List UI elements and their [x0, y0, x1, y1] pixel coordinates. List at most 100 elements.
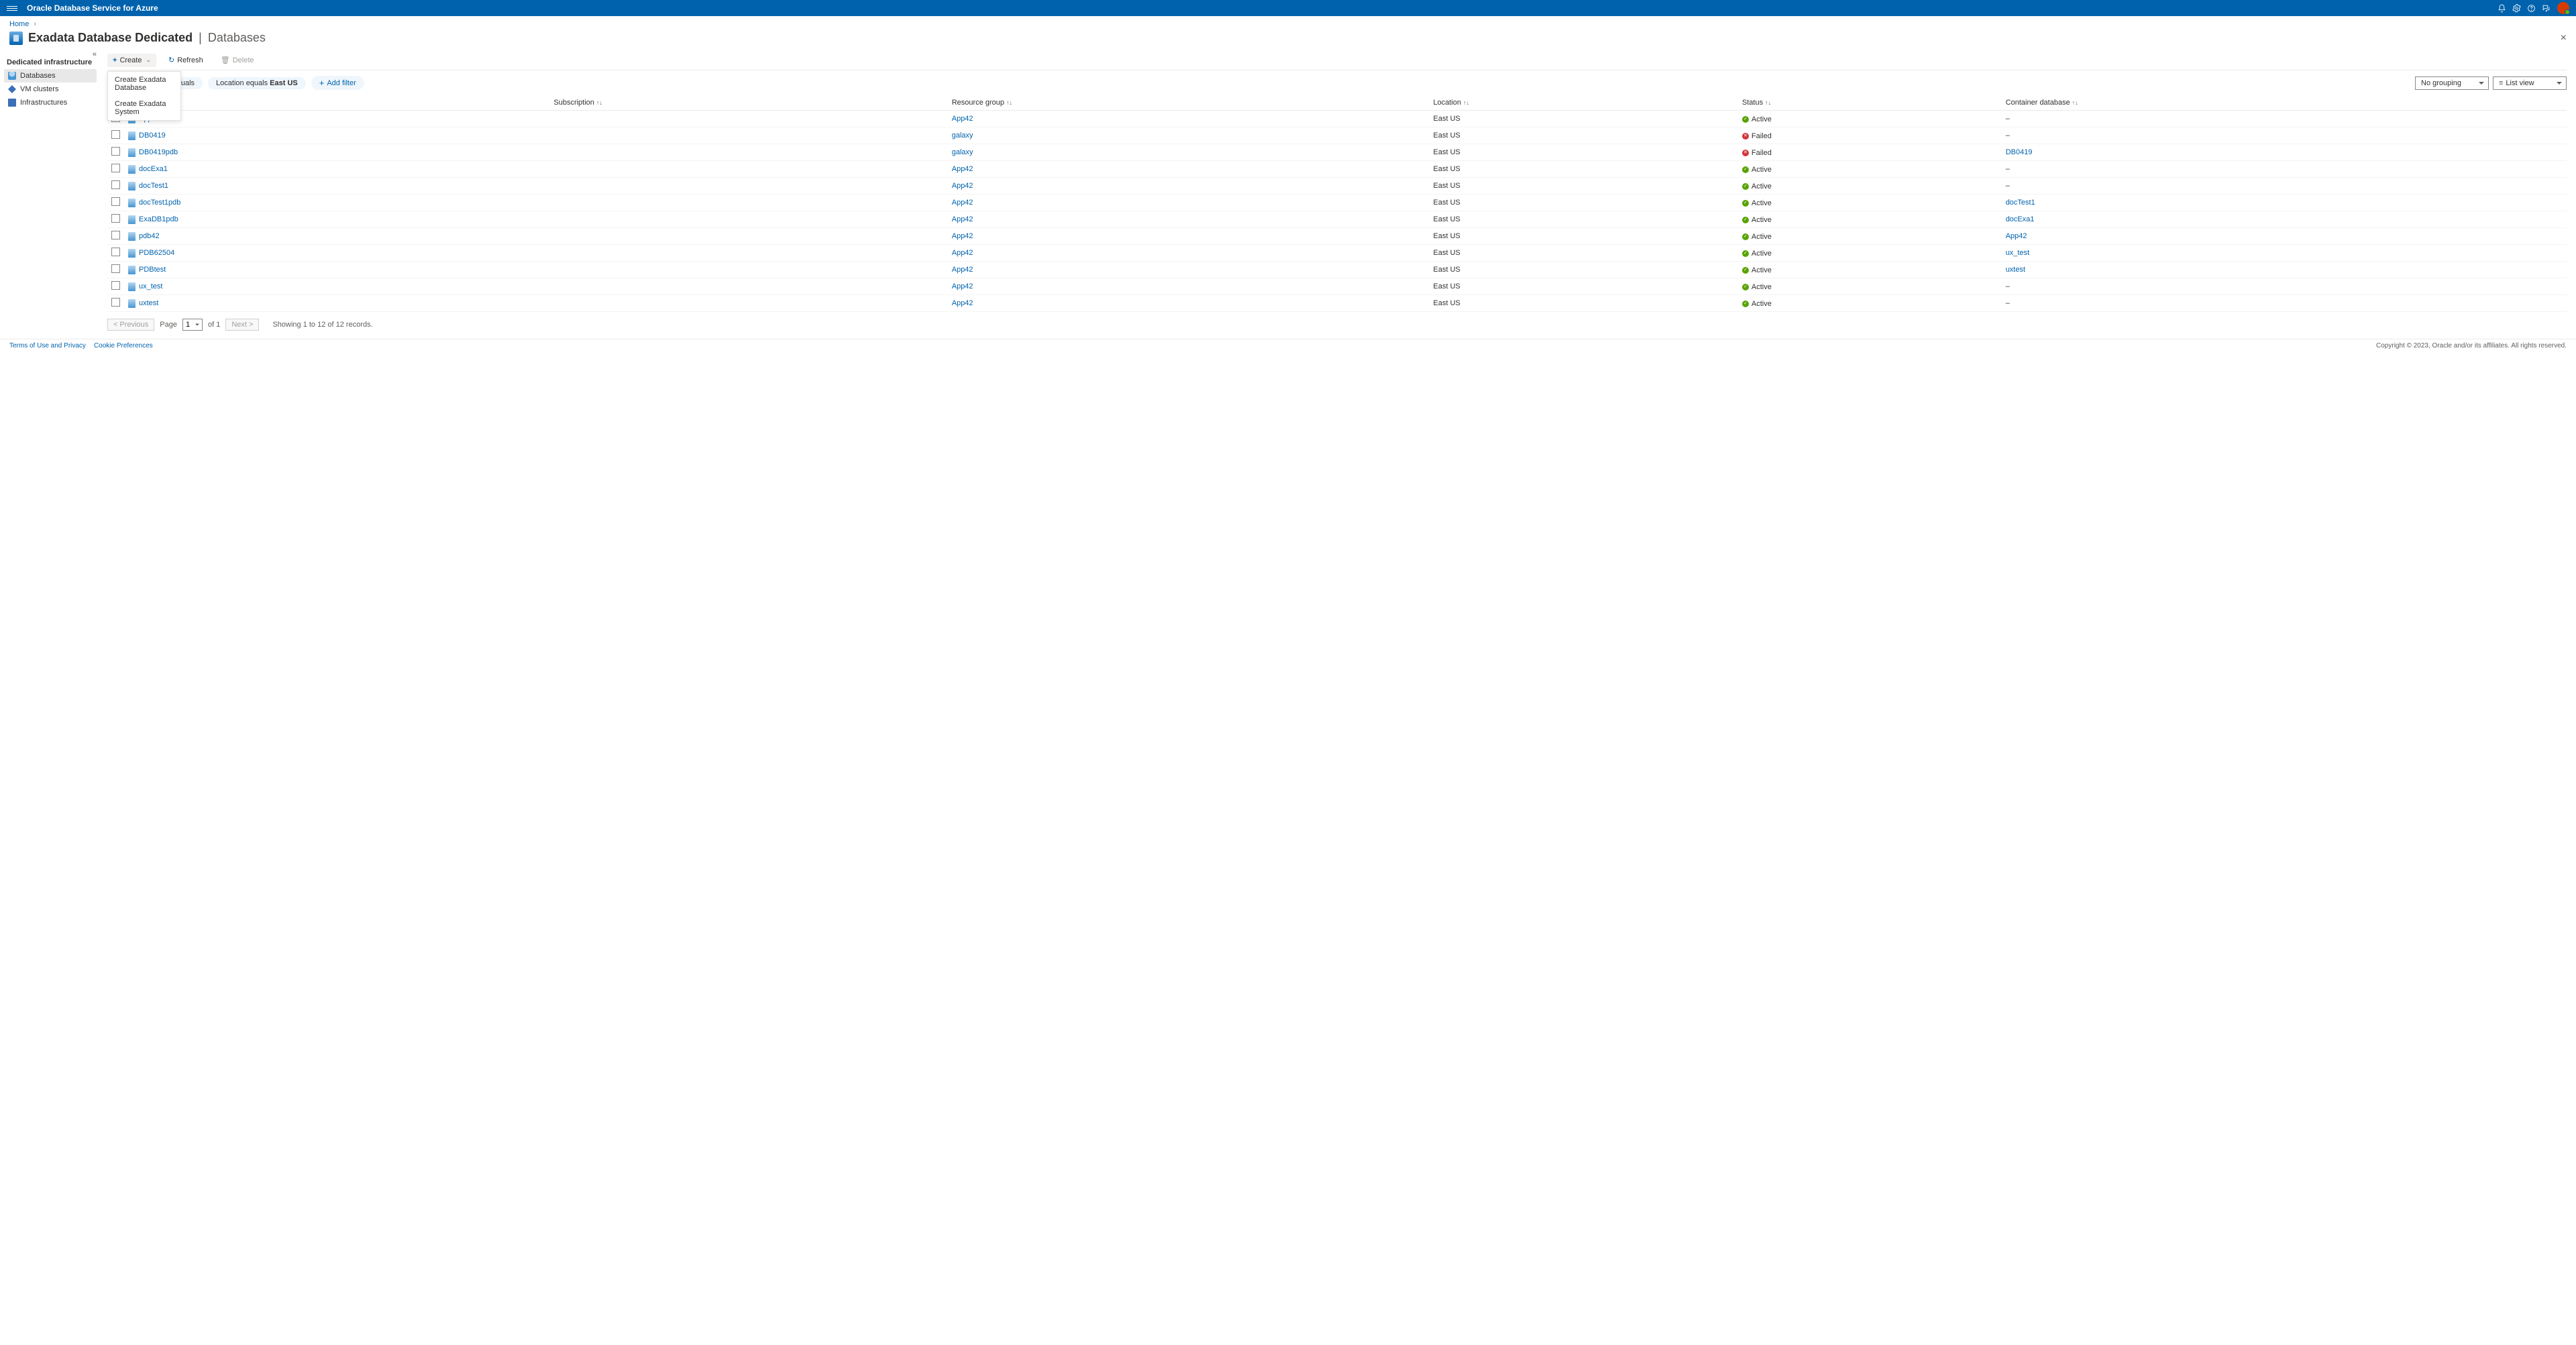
refresh-button[interactable]: ↻ Refresh [163, 53, 209, 67]
col-status[interactable]: Status↑↓ [1738, 95, 2002, 111]
resource-group-link[interactable]: App42 [952, 266, 973, 274]
database-icon [128, 182, 136, 191]
status-badge: ✓Active [1742, 216, 1772, 224]
table-row: uxtestApp42East US✓Active– [107, 295, 2567, 312]
row-checkbox[interactable] [111, 164, 120, 172]
service-icon [9, 32, 23, 45]
sidebar-item-infrastructures[interactable]: Infrastructures [4, 96, 97, 109]
row-name-link[interactable]: pdb42 [139, 232, 160, 240]
page-label: Page [160, 321, 177, 329]
resource-group-link[interactable]: App42 [952, 115, 973, 123]
database-icon [128, 282, 136, 291]
list-icon [2499, 79, 2506, 87]
resource-group-link[interactable]: App42 [952, 199, 973, 207]
row-checkbox[interactable] [111, 264, 120, 273]
col-name[interactable]: Name↑ [124, 95, 549, 111]
footer-terms[interactable]: Terms of Use and Privacy [9, 342, 86, 349]
table-row: App42App42East US✓Active– [107, 111, 2567, 127]
row-checkbox[interactable] [111, 197, 120, 206]
sidebar-item-databases[interactable]: Databases [4, 69, 97, 83]
row-checkbox[interactable] [111, 147, 120, 156]
database-icon [128, 148, 136, 157]
footer-cookies[interactable]: Cookie Preferences [94, 342, 153, 349]
container-link[interactable]: docExa1 [2006, 215, 2035, 223]
footer: Terms of Use and Privacy Cookie Preferen… [0, 339, 2576, 352]
container-link[interactable]: ux_test [2006, 249, 2029, 257]
container-link[interactable]: App42 [2006, 232, 2027, 240]
chevron-right-icon: › [34, 20, 36, 28]
chevron-down-icon: ⌄ [146, 56, 151, 64]
row-name-link[interactable]: docTest1 [139, 182, 168, 190]
notifications-icon[interactable] [2494, 1, 2509, 15]
resource-group-link[interactable]: galaxy [952, 131, 973, 140]
row-name-link[interactable]: PDB62504 [139, 249, 174, 257]
status-badge: ✓Active [1742, 115, 1772, 123]
row-checkbox[interactable] [111, 180, 120, 189]
nav-icon [8, 99, 16, 107]
row-name-link[interactable]: ExaDB1pdb [139, 215, 178, 223]
table-row: docTest1App42East US✓Active– [107, 178, 2567, 195]
row-name-link[interactable]: docExa1 [139, 165, 168, 173]
container-link[interactable]: uxtest [2006, 266, 2025, 274]
sidebar-item-vm-clusters[interactable]: VM clusters [4, 83, 97, 96]
col-resource-group[interactable]: Resource group↑↓ [948, 95, 1430, 111]
row-name-link[interactable]: PDBtest [139, 266, 166, 274]
next-button[interactable]: Next > [225, 319, 259, 331]
col-container[interactable]: Container database↑↓ [2002, 95, 2567, 111]
dropdown-item-create-database[interactable]: Create Exadata Database [108, 72, 180, 96]
resource-group-link[interactable]: App42 [952, 249, 973, 257]
user-avatar[interactable] [2557, 2, 2569, 14]
row-name-link[interactable]: docTest1pdb [139, 199, 180, 207]
nav-icon [8, 85, 16, 93]
status-badge: ✕Failed [1742, 149, 1772, 157]
database-icon [128, 131, 136, 140]
prev-button[interactable]: < Previous [107, 319, 154, 331]
resource-group-link[interactable]: App42 [952, 299, 973, 307]
row-name-link[interactable]: uxtest [139, 299, 158, 307]
container-link[interactable]: DB0419 [2006, 148, 2033, 156]
row-checkbox[interactable] [111, 231, 120, 239]
collapse-sidebar-icon[interactable]: « [93, 50, 97, 58]
container-link[interactable]: docTest1 [2006, 199, 2035, 207]
resource-group-link[interactable]: App42 [952, 182, 973, 190]
create-button[interactable]: + Create ⌄ [107, 54, 156, 67]
page-input[interactable] [182, 319, 203, 331]
view-select[interactable]: List view [2493, 76, 2567, 90]
row-checkbox[interactable] [111, 248, 120, 256]
menu-icon[interactable] [7, 6, 17, 11]
col-location[interactable]: Location↑↓ [1430, 95, 1738, 111]
sidebar-section-title: Dedicated infrastructure [7, 58, 97, 66]
help-icon[interactable] [2524, 1, 2538, 15]
row-name-link[interactable]: ux_test [139, 282, 162, 290]
row-checkbox[interactable] [111, 130, 120, 139]
table-row: DB0419galaxyEast US✕Failed– [107, 127, 2567, 144]
row-checkbox[interactable] [111, 281, 120, 290]
close-icon[interactable]: × [2561, 32, 2567, 44]
sidebar: « Dedicated infrastructure Databases VM c… [0, 50, 101, 339]
dropdown-item-create-system[interactable]: Create Exadata System [108, 96, 180, 120]
settings-icon[interactable] [2509, 1, 2524, 15]
filter-pill-location[interactable]: Location equals East US [208, 77, 306, 89]
create-dropdown: Create Exadata Database Create Exadata S… [107, 71, 181, 121]
status-badge: ✓Active [1742, 250, 1772, 258]
feedback-icon[interactable] [2538, 1, 2553, 15]
resource-group-link[interactable]: galaxy [952, 148, 973, 156]
add-filter-button[interactable]: Add filter [311, 76, 364, 90]
row-name-link[interactable]: DB0419 [139, 131, 166, 140]
table-row: PDB62504App42East US✓Activeux_test [107, 245, 2567, 262]
sidebar-item-label: VM clusters [20, 85, 58, 93]
grouping-select[interactable]: No grouping [2415, 76, 2489, 90]
row-name-link[interactable]: DB0419pdb [139, 148, 178, 156]
resource-group-link[interactable]: App42 [952, 282, 973, 290]
row-checkbox[interactable] [111, 214, 120, 223]
row-checkbox[interactable] [111, 298, 120, 307]
resource-group-link[interactable]: App42 [952, 232, 973, 240]
status-badge: ✓Active [1742, 199, 1772, 207]
resource-group-link[interactable]: App42 [952, 165, 973, 173]
resource-group-link[interactable]: App42 [952, 215, 973, 223]
breadcrumb-home[interactable]: Home [9, 20, 29, 28]
top-banner: Oracle Database Service for Azure [0, 0, 2576, 16]
col-subscription[interactable]: Subscription↑↓ [549, 95, 947, 111]
status-badge: ✓Active [1742, 166, 1772, 174]
plus-icon: + [113, 56, 117, 64]
